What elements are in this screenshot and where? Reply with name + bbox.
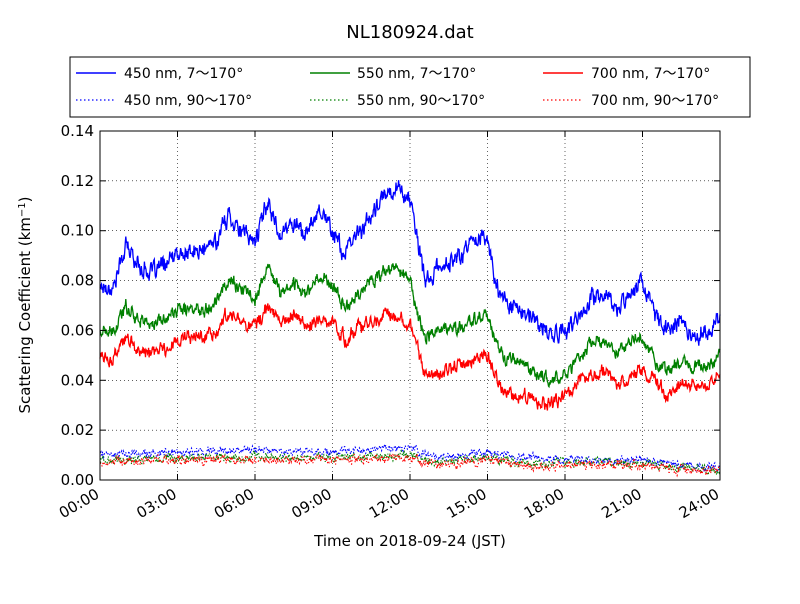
y-axis-label-sup: −1 <box>17 202 28 217</box>
y-tick-label: 0.10 <box>61 222 94 240</box>
series-line-5 <box>99 452 721 478</box>
y-axis-label-close: ) <box>16 196 34 202</box>
y-tick-label: 0.02 <box>61 421 94 439</box>
x-tick-label: 21:00 <box>598 485 644 522</box>
y-tick-label: 0.04 <box>61 371 94 389</box>
x-tick-label: 03:00 <box>133 485 179 522</box>
grid-layer <box>100 131 720 480</box>
y-tick-label: 0.08 <box>61 272 94 290</box>
x-tick-label: 09:00 <box>288 485 334 522</box>
y-tick-label: 0.12 <box>61 172 94 190</box>
series-layer <box>99 180 721 478</box>
series-line-1 <box>99 263 721 389</box>
x-tick-label: 15:00 <box>443 485 489 522</box>
y-tick-label: 0.00 <box>61 471 94 489</box>
x-tick-label: 24:00 <box>676 485 722 522</box>
y-axis-label-main: Scattering Coefficient (km <box>16 217 34 413</box>
legend-box <box>69 56 751 118</box>
legend-label-700-solid: 700 nm, 7～170° <box>591 66 710 82</box>
legend: 450 nm, 7～170° 550 nm, 7～170° 700 nm, 7～… <box>69 56 751 118</box>
y-tick-label: 0.14 <box>61 122 94 140</box>
legend-label-550-solid: 550 nm, 7～170° <box>357 66 476 82</box>
y-tick-label: 0.06 <box>61 321 94 339</box>
y-axis-label: Scattering Coefficient (km−1) <box>16 196 34 413</box>
chart-title: NL180924.dat <box>346 22 473 43</box>
legend-label-700-dotted: 700 nm, 90～170° <box>591 93 719 109</box>
x-tick-label: 00:00 <box>56 485 102 522</box>
series-line-0 <box>99 180 721 346</box>
series-line-3 <box>99 443 721 474</box>
legend-label-550-dotted: 550 nm, 90～170° <box>357 93 485 109</box>
x-tick-label: 18:00 <box>521 485 567 522</box>
series-line-2 <box>99 303 721 411</box>
legend-label-450-solid: 450 nm, 7～170° <box>124 66 243 82</box>
x-tick-label: 06:00 <box>211 485 257 522</box>
legend-label-450-dotted: 450 nm, 90～170° <box>124 93 252 109</box>
series-line-4 <box>99 448 721 476</box>
x-tick-label: 12:00 <box>366 485 412 522</box>
x-axis-label: Time on 2018-09-24 (JST) <box>313 532 506 550</box>
